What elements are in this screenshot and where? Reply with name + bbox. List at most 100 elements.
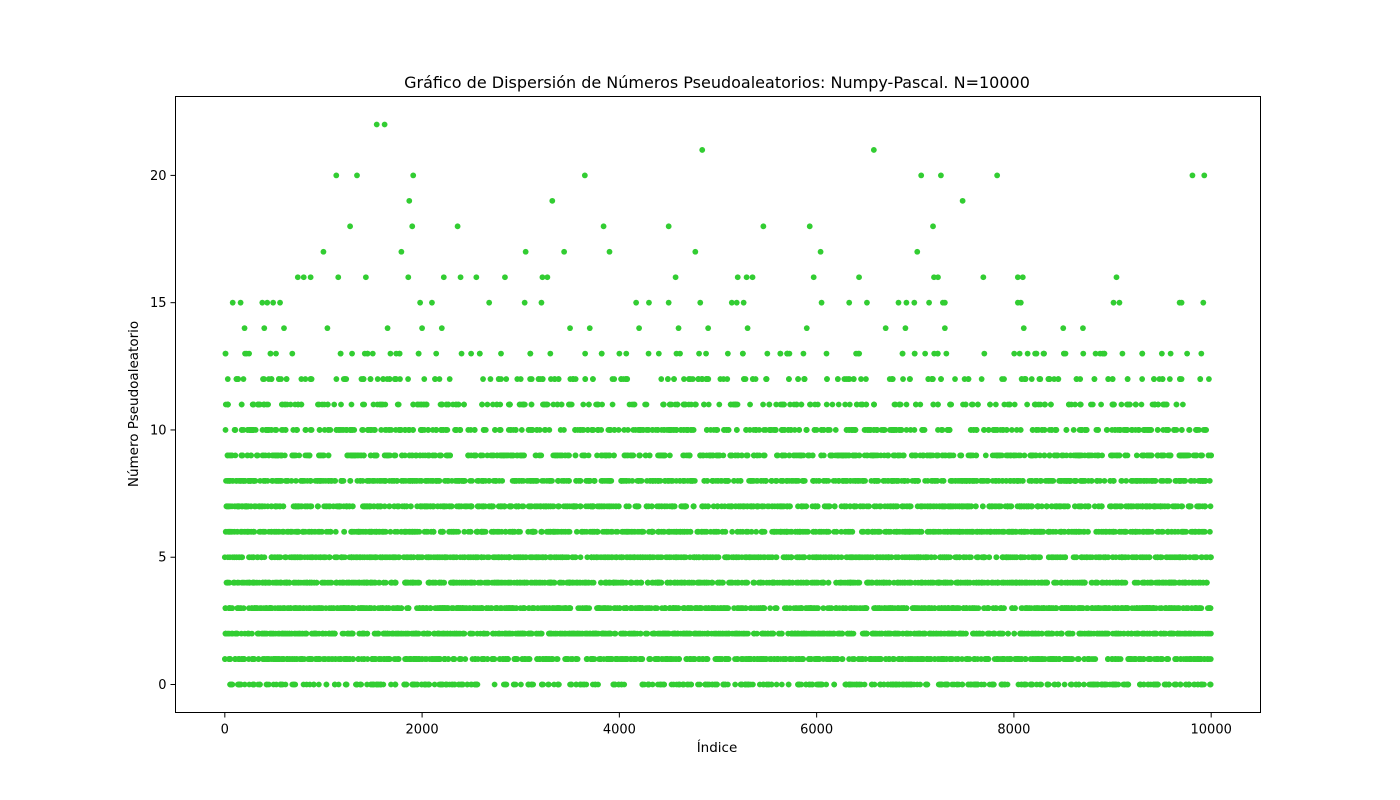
data-point	[429, 299, 435, 306]
data-point	[440, 274, 447, 281]
data-point	[409, 223, 416, 230]
data-point	[1103, 427, 1110, 433]
data-point	[1113, 274, 1120, 281]
data-point	[1200, 299, 1207, 306]
data-point	[268, 503, 275, 510]
data-point	[527, 376, 533, 382]
data-point	[870, 147, 877, 153]
data-point	[817, 248, 824, 255]
data-point	[374, 376, 381, 382]
data-point	[521, 299, 528, 306]
data-point	[410, 172, 417, 179]
data-point	[1119, 350, 1126, 357]
data-point	[381, 121, 388, 128]
data-point	[405, 274, 412, 281]
data-point	[259, 299, 266, 306]
data-point	[406, 197, 413, 204]
data-point	[1020, 325, 1027, 332]
data-point	[829, 401, 836, 408]
data-point	[922, 350, 929, 357]
data-point	[846, 299, 853, 306]
data-point	[331, 401, 338, 408]
data-point	[818, 299, 825, 306]
data-point	[864, 299, 870, 306]
data-point	[1133, 452, 1140, 459]
data-point	[1116, 299, 1123, 306]
data-point	[959, 656, 965, 662]
data-point	[224, 376, 231, 382]
data-point	[362, 274, 369, 281]
data-point	[419, 325, 425, 332]
data-point	[289, 350, 296, 357]
data-point	[646, 299, 652, 306]
data-point	[655, 350, 662, 357]
data-point	[547, 350, 554, 357]
data-point	[378, 427, 385, 433]
data-point	[1092, 350, 1099, 357]
data-point	[222, 427, 229, 433]
data-point	[820, 605, 827, 612]
data-point	[926, 299, 932, 306]
data-point	[743, 274, 750, 281]
data-point	[1206, 376, 1212, 382]
data-point	[573, 528, 580, 535]
data-point	[1198, 350, 1205, 357]
data-point	[264, 299, 271, 306]
data-point	[1118, 401, 1125, 408]
data-point	[376, 579, 383, 586]
data-point	[749, 274, 756, 281]
data-point	[823, 681, 830, 688]
data-point	[1123, 477, 1130, 484]
data-point	[320, 248, 327, 255]
data-point	[324, 325, 331, 332]
data-point	[333, 376, 340, 382]
data-point	[538, 299, 545, 306]
data-point	[1139, 376, 1146, 382]
data-point	[773, 401, 780, 408]
data-point	[832, 427, 839, 433]
data-point	[1206, 477, 1213, 484]
data-point	[454, 223, 461, 230]
data-point	[237, 299, 244, 306]
data-point	[793, 401, 800, 408]
data-point	[882, 325, 889, 332]
data-point	[1060, 325, 1067, 332]
data-point	[498, 350, 504, 357]
data-point	[387, 528, 394, 535]
data-point	[606, 248, 613, 255]
data-point	[1021, 452, 1028, 459]
data-point	[261, 325, 268, 332]
data-point	[1201, 172, 1208, 179]
data-point	[810, 274, 817, 281]
data-point	[1061, 681, 1068, 688]
data-point	[1070, 427, 1077, 433]
data-point	[545, 681, 552, 688]
data-point	[982, 452, 989, 459]
data-point	[349, 350, 355, 357]
data-point	[586, 325, 593, 332]
data-point	[581, 172, 588, 179]
data-point	[1080, 325, 1086, 332]
data-point	[760, 223, 767, 230]
data-point	[803, 325, 810, 332]
data-point	[968, 401, 975, 408]
data-point	[1089, 401, 1096, 408]
data-point	[903, 427, 910, 433]
data-point	[914, 248, 921, 255]
data-point	[724, 350, 731, 357]
data-point	[930, 223, 936, 230]
data-point	[767, 605, 774, 612]
data-point	[270, 299, 277, 306]
data-point	[764, 350, 771, 357]
data-point	[1186, 427, 1192, 433]
data-point	[457, 274, 464, 281]
data-point	[550, 401, 557, 408]
data-point	[806, 223, 813, 230]
data-point	[740, 299, 747, 306]
data-point	[729, 528, 736, 535]
data-point	[1097, 350, 1104, 357]
data-point	[760, 401, 766, 408]
data-point	[307, 274, 314, 281]
data-point	[861, 681, 868, 688]
